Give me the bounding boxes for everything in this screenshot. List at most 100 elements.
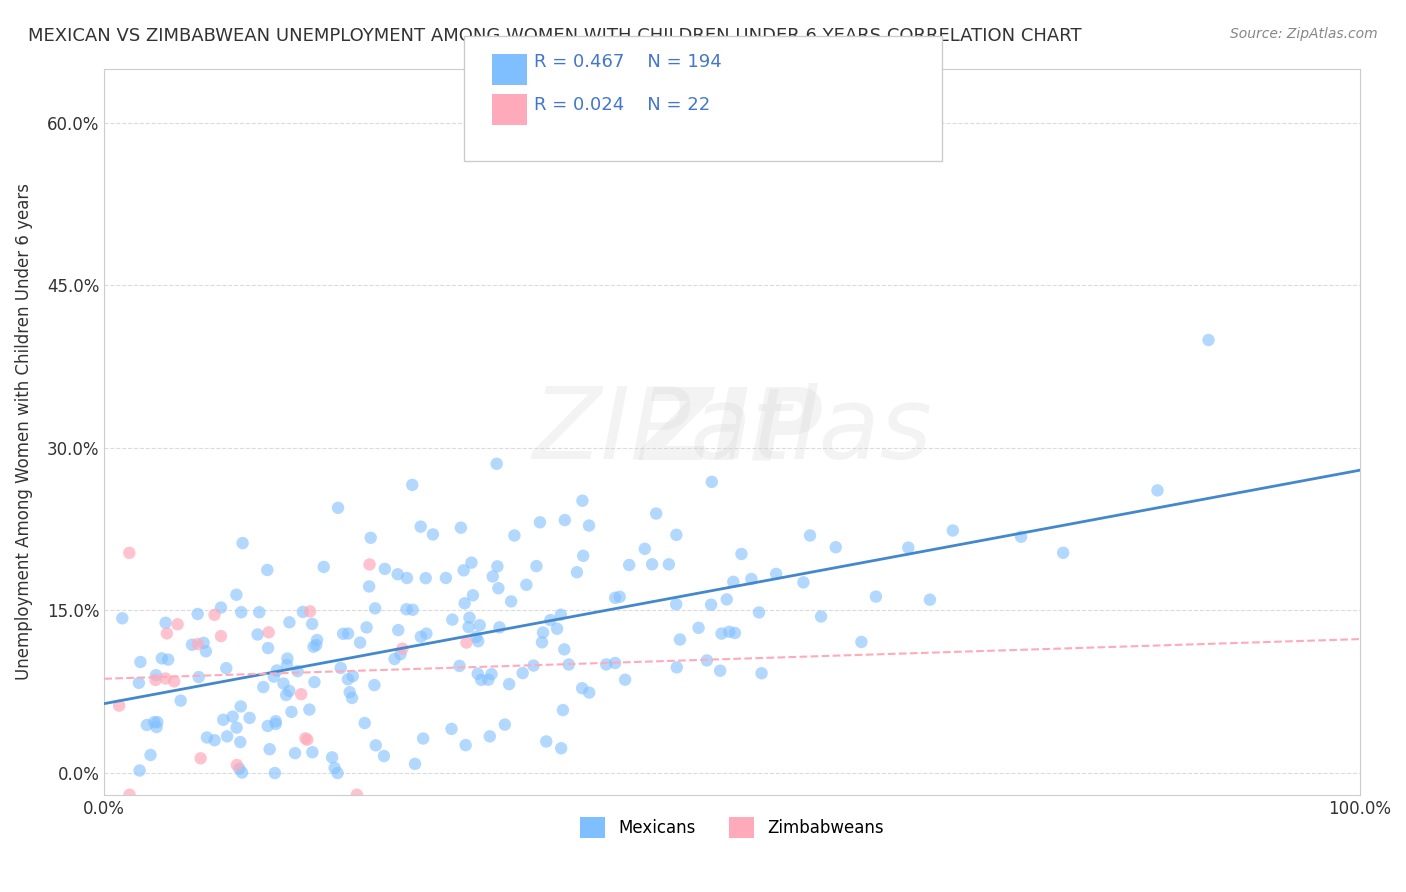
Mexicans (477, 673, 499, 687)
Mexicans (225, 721, 247, 735)
Mexicans (765, 566, 787, 581)
Mexicans (458, 610, 481, 624)
Mexicans (232, 536, 254, 550)
Mexicans (305, 633, 328, 648)
Mexicans (538, 613, 561, 627)
Mexicans (453, 596, 475, 610)
Mexicans (229, 735, 252, 749)
Mexicans (468, 618, 491, 632)
Mexicans (402, 603, 425, 617)
Mexicans (824, 540, 846, 554)
Mexicans (129, 655, 152, 669)
Mexicans (187, 670, 209, 684)
Mexicans (465, 630, 488, 644)
Mexicans (128, 764, 150, 778)
Mexicans (1146, 483, 1168, 498)
Zimbabweans (359, 558, 381, 572)
Mexicans (571, 681, 593, 696)
Mexicans (605, 591, 627, 605)
Mexicans (302, 640, 325, 654)
Mexicans (578, 685, 600, 699)
Mexicans (321, 750, 343, 764)
Mexicans (336, 673, 359, 687)
Mexicans (634, 541, 657, 556)
Mexicans (387, 623, 409, 637)
Mexicans (434, 571, 457, 585)
Mexicans (225, 588, 247, 602)
Text: MEXICAN VS ZIMBABWEAN UNEMPLOYMENT AMONG WOMEN WITH CHILDREN UNDER 6 YEARS CORRE: MEXICAN VS ZIMBABWEAN UNEMPLOYMENT AMONG… (28, 27, 1081, 45)
Mexicans (578, 518, 600, 533)
Zimbabweans (297, 732, 319, 747)
Mexicans (264, 717, 287, 731)
Mexicans (799, 528, 821, 542)
Mexicans (614, 673, 637, 687)
Mexicans (412, 731, 434, 746)
Mexicans (395, 571, 418, 585)
Mexicans (332, 627, 354, 641)
Text: ZIP: ZIP (640, 383, 824, 480)
Mexicans (645, 507, 668, 521)
Mexicans (263, 669, 285, 683)
Mexicans (550, 607, 572, 622)
Mexicans (395, 602, 418, 616)
Zimbabweans (155, 672, 177, 686)
Mexicans (360, 531, 382, 545)
Zimbabweans (156, 626, 179, 640)
Mexicans (918, 592, 941, 607)
Mexicans (239, 711, 262, 725)
Mexicans (494, 717, 516, 731)
Mexicans (356, 620, 378, 634)
Mexicans (363, 678, 385, 692)
Mexicans (478, 729, 501, 743)
Mexicans (146, 715, 169, 730)
Mexicans (339, 685, 361, 699)
Zimbabweans (190, 751, 212, 765)
Mexicans (215, 661, 238, 675)
Mexicans (522, 658, 544, 673)
Mexicans (349, 635, 371, 649)
Mexicans (554, 513, 576, 527)
Mexicans (312, 560, 335, 574)
Mexicans (481, 667, 503, 681)
Mexicans (669, 632, 692, 647)
Zimbabweans (118, 546, 141, 560)
Mexicans (441, 613, 464, 627)
Zimbabweans (108, 698, 131, 713)
Mexicans (187, 607, 209, 621)
Mexicans (665, 597, 688, 611)
Mexicans (157, 652, 180, 666)
Mexicans (1052, 546, 1074, 560)
Mexicans (266, 664, 288, 678)
Legend: Mexicans, Zimbabweans: Mexicans, Zimbabweans (574, 811, 890, 845)
Mexicans (264, 714, 287, 729)
Mexicans (450, 521, 472, 535)
Text: ZIPatlas: ZIPatlas (531, 383, 932, 480)
Mexicans (209, 600, 232, 615)
Mexicans (710, 626, 733, 640)
Mexicans (231, 605, 253, 619)
Mexicans (247, 605, 270, 619)
Mexicans (422, 527, 444, 541)
Mexicans (546, 622, 568, 636)
Mexicans (415, 626, 437, 640)
Mexicans (454, 738, 477, 752)
Mexicans (287, 664, 309, 678)
Mexicans (195, 731, 218, 745)
Mexicans (228, 762, 250, 776)
Mexicans (461, 588, 484, 602)
Mexicans (145, 720, 167, 734)
Mexicans (498, 677, 520, 691)
Mexicans (467, 666, 489, 681)
Zimbabweans (290, 687, 312, 701)
Mexicans (440, 722, 463, 736)
Mexicans (530, 635, 553, 649)
Mexicans (617, 558, 640, 572)
Mexicans (550, 741, 572, 756)
Mexicans (665, 528, 688, 542)
Mexicans (291, 605, 314, 619)
Mexicans (257, 641, 280, 656)
Mexicans (373, 749, 395, 764)
Mexicans (467, 634, 489, 648)
Mexicans (263, 766, 285, 780)
Mexicans (603, 656, 626, 670)
